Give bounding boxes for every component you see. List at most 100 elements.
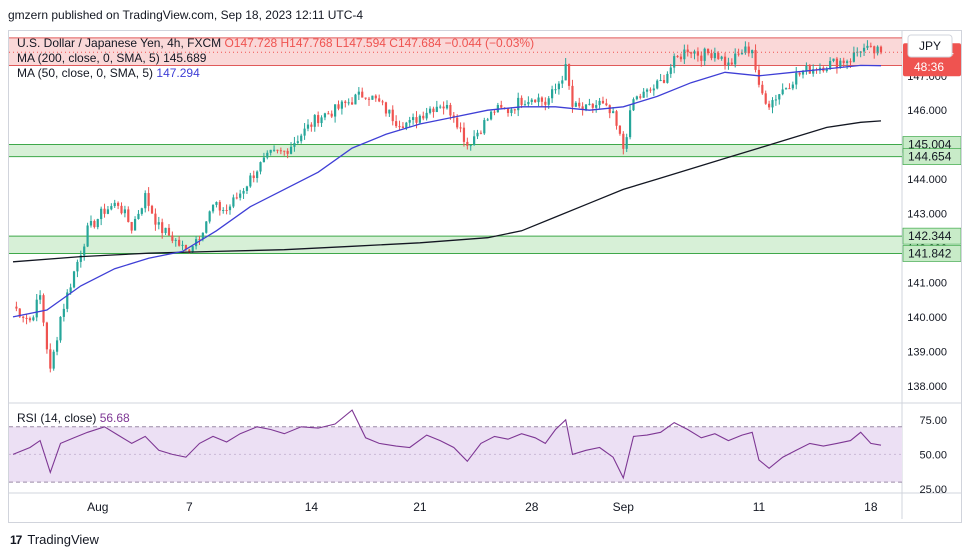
zone-price-label: 144.654 — [908, 150, 952, 164]
candle-body — [632, 99, 635, 111]
candle-body — [683, 49, 686, 60]
candle-body — [523, 104, 527, 106]
price-tick-label: 146.000 — [907, 105, 947, 117]
ohlc-open: O147.728 — [224, 36, 280, 50]
candle-body — [439, 106, 442, 108]
candle-body — [117, 202, 120, 206]
time-tick-label: Aug — [87, 500, 108, 514]
candle-body — [79, 255, 82, 262]
candle-body — [66, 292, 69, 309]
candle-body — [842, 60, 845, 63]
candle-body — [584, 104, 588, 110]
candle-body — [578, 102, 581, 107]
candle-body — [262, 157, 266, 163]
tradingview-footer[interactable]: 17 TradingView — [10, 532, 99, 547]
candle-body — [317, 115, 320, 124]
time-tick-label: 7 — [186, 500, 193, 514]
candle-body — [740, 52, 744, 54]
candle-body — [588, 103, 591, 105]
candle-body — [154, 213, 157, 225]
candle-body — [635, 96, 638, 100]
candle-body — [249, 175, 252, 187]
candle-body — [859, 51, 862, 53]
candle-body — [852, 52, 855, 62]
candle-body — [764, 93, 767, 104]
candle-body — [211, 204, 215, 212]
candle-body — [140, 208, 143, 214]
candle-body — [489, 111, 493, 120]
candle-body — [303, 128, 306, 136]
rsi-value: 56.68 — [100, 411, 130, 425]
ohlc-change: −0.044 (−0.03%) — [445, 36, 534, 50]
candle-body — [591, 103, 594, 108]
candle-body — [269, 149, 272, 153]
candle-body — [334, 104, 337, 117]
candle-body — [659, 79, 662, 81]
candle-body — [422, 115, 425, 119]
candle-body — [706, 48, 710, 54]
candle-body — [788, 88, 791, 90]
candle-body — [354, 94, 357, 105]
candle-body — [45, 322, 49, 350]
time-tick-label: Sep — [613, 500, 635, 514]
ma200-legend: MA (200, close, 0, SMA, 5) 145.689 — [17, 51, 207, 65]
candle-body — [676, 56, 679, 58]
candle-body — [55, 340, 59, 352]
candle-body — [435, 106, 438, 113]
symbol-name: U.S. Dollar / Japanese Yen, 4h, FXCM — [17, 36, 224, 50]
candle-body — [344, 101, 347, 103]
candle-body — [567, 64, 571, 86]
candle-body — [157, 222, 160, 225]
candle-body — [391, 109, 394, 122]
candle-body — [347, 102, 350, 104]
candle-body — [835, 58, 839, 68]
candle-body — [306, 124, 310, 129]
candle-body — [127, 209, 130, 222]
candle-body — [164, 227, 167, 234]
candle-body — [272, 149, 276, 151]
candle-body — [120, 205, 123, 214]
candle-body — [178, 239, 181, 246]
price-tick-label: 144.000 — [907, 174, 947, 186]
candle-body — [686, 49, 689, 53]
currency-button[interactable] — [907, 34, 953, 58]
publish-info: gmzern published on TradingView.com, Sep… — [8, 8, 364, 22]
candle-body — [666, 73, 669, 83]
candle-body — [625, 137, 628, 149]
ma50-label: MA (50, close, 0, SMA, 5) — [17, 66, 156, 80]
candle-body — [350, 102, 354, 105]
candle-body — [367, 98, 371, 100]
candle-body — [761, 84, 764, 94]
candle-body — [133, 219, 137, 231]
candle-body — [276, 149, 279, 151]
candle-body — [595, 105, 598, 108]
candle-body — [483, 120, 486, 134]
candle-body — [628, 110, 632, 138]
candle-body — [242, 190, 245, 194]
candle-body — [473, 136, 476, 146]
tradingview-brand: TradingView — [27, 532, 99, 547]
candle-body — [598, 100, 601, 106]
candle-body — [184, 244, 188, 250]
candle-body — [201, 232, 204, 240]
time-tick-label: 11 — [753, 500, 766, 514]
candle-body — [300, 135, 303, 142]
ma50-value: 147.294 — [156, 66, 200, 80]
candle-body — [313, 115, 316, 127]
rsi-label: RSI (14, close) — [17, 411, 100, 425]
candle-body — [42, 295, 45, 323]
candle-body — [771, 100, 774, 108]
symbol-legend: U.S. Dollar / Japanese Yen, 4h, FXCM O14… — [17, 36, 534, 50]
candle-body — [52, 351, 55, 369]
candle-body — [605, 103, 608, 106]
candle-body — [374, 95, 377, 99]
candle-body — [639, 96, 642, 98]
candle-body — [849, 61, 852, 63]
candle-body — [618, 125, 622, 134]
candle-body — [751, 50, 754, 54]
candle-body — [113, 202, 116, 207]
candle-body — [862, 47, 866, 52]
price-tick-label: 139.000 — [907, 346, 947, 358]
time-tick-label: 21 — [413, 500, 427, 514]
price-chart[interactable]: 138.000139.000140.000141.000142.000143.0… — [9, 31, 962, 522]
